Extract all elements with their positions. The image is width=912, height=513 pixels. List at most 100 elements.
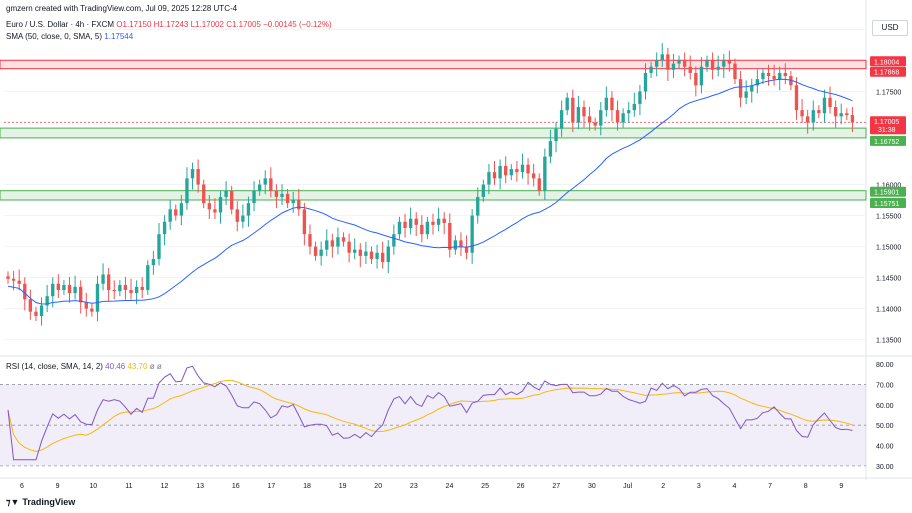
candle-body bbox=[34, 311, 38, 317]
candle-body bbox=[481, 184, 486, 197]
candle-body bbox=[632, 103, 636, 111]
sma-legend[interactable]: SMA (50, close, 0, SMA, 5) 1.17544 bbox=[6, 32, 133, 41]
candle-body bbox=[168, 209, 172, 222]
candle-body bbox=[817, 110, 821, 114]
time-tick-label: 24 bbox=[446, 483, 454, 490]
candle-body bbox=[257, 184, 262, 191]
price-tick-label: 1.17500 bbox=[876, 90, 901, 97]
candle-body bbox=[134, 286, 139, 294]
candle-body bbox=[805, 116, 810, 123]
candle-body bbox=[246, 203, 251, 216]
currency-button[interactable]: USD bbox=[872, 20, 908, 36]
zone-label-bg bbox=[870, 186, 906, 197]
zone-label-bg bbox=[870, 66, 906, 77]
candle-body bbox=[151, 258, 156, 266]
rsi-tick-label: 40.00 bbox=[876, 444, 894, 451]
time-tick-label: 6 bbox=[20, 483, 24, 490]
candle-body bbox=[688, 66, 692, 73]
candle-body bbox=[582, 107, 586, 117]
candle-body bbox=[548, 141, 553, 157]
rsi-tick-label: 70.00 bbox=[876, 382, 894, 389]
zone-support bbox=[0, 127, 867, 139]
price-tick-label: 1.14500 bbox=[876, 276, 901, 283]
candle-body bbox=[610, 97, 614, 111]
current-price-label: 1.17005 bbox=[874, 119, 899, 126]
candle-body bbox=[526, 164, 530, 174]
candle-body bbox=[269, 178, 273, 191]
candle-body bbox=[761, 72, 765, 80]
candle-body bbox=[666, 54, 670, 70]
candle-body bbox=[621, 113, 625, 123]
rsi-ma-line bbox=[7, 379, 853, 453]
candle-body bbox=[593, 122, 597, 126]
candle-body bbox=[699, 66, 704, 86]
candle-body bbox=[112, 289, 116, 292]
candle-body bbox=[330, 240, 335, 247]
candle-body bbox=[353, 249, 357, 253]
price-change: −0.00145 (−0.12%) bbox=[263, 20, 332, 29]
time-tick-label: 23 bbox=[410, 483, 418, 490]
price-axis[interactable]: 1.185001.175001.160001.155001.150001.145… bbox=[870, 28, 906, 471]
candle-body bbox=[140, 286, 144, 290]
candle-body bbox=[336, 237, 340, 247]
candle-body bbox=[6, 276, 10, 279]
candle-body bbox=[727, 60, 732, 64]
candle-body bbox=[615, 110, 620, 123]
price-tick-label: 1.15500 bbox=[876, 214, 901, 221]
sma-label: SMA (50, close, 0, SMA, 5) bbox=[6, 32, 103, 41]
candle-body bbox=[84, 302, 88, 309]
candle-body bbox=[459, 240, 463, 247]
candle-body bbox=[778, 72, 782, 80]
candle-body bbox=[179, 203, 184, 216]
candle-body bbox=[313, 246, 318, 256]
candle-body bbox=[263, 178, 267, 185]
candle-body bbox=[576, 107, 581, 123]
zone-label-bg bbox=[870, 197, 906, 208]
candle-body bbox=[274, 190, 279, 197]
candle-body bbox=[364, 251, 368, 256]
candle-body bbox=[241, 215, 245, 222]
candle-body bbox=[682, 60, 687, 67]
candles bbox=[6, 43, 855, 326]
time-tick-label: 26 bbox=[517, 483, 525, 490]
candle-body bbox=[308, 234, 312, 247]
credit-text: gmzern created with TradingView.com, Jul… bbox=[6, 4, 238, 13]
symbol-line: Euro / U.S. Dollar · 4h · FXCM O1.17150 … bbox=[6, 20, 332, 29]
candle-body bbox=[11, 278, 16, 281]
time-tick-label: 19 bbox=[339, 483, 347, 490]
candle-body bbox=[375, 252, 379, 259]
price-tick-label: 1.13500 bbox=[876, 338, 901, 345]
candle-body bbox=[17, 280, 21, 284]
time-axis[interactable]: 6 9 10 11 12 13 16 17 18 19 20 23 24 25 26 27 30 Jul 2 3 4 7 8… bbox=[20, 483, 843, 490]
sma-line-group bbox=[7, 78, 853, 305]
candle-body bbox=[520, 164, 525, 173]
zone-label-bg bbox=[870, 56, 906, 67]
time-tick-label: 18 bbox=[303, 483, 311, 490]
tradingview-logo[interactable]: ⁊▼ TradingView bbox=[6, 497, 75, 508]
rsi-tick-label: 30.00 bbox=[876, 464, 894, 471]
price-tick-label: 1.16000 bbox=[876, 183, 901, 190]
candle-body bbox=[571, 97, 575, 123]
candle-body bbox=[554, 128, 558, 142]
candle-body bbox=[380, 252, 385, 263]
candle-body bbox=[828, 97, 832, 108]
time-tick-label: 12 bbox=[161, 483, 169, 490]
candle-body bbox=[386, 246, 390, 263]
time-tick-label: Jul bbox=[623, 483, 632, 490]
candle-body bbox=[794, 85, 799, 111]
candle-body bbox=[839, 113, 843, 117]
candle-body bbox=[56, 283, 61, 290]
rsi-legend[interactable]: RSI (14, close, SMA, 14, 2) 40.46 43.70 … bbox=[6, 362, 162, 371]
candle-body bbox=[845, 113, 849, 116]
time-tick-label: 25 bbox=[481, 483, 489, 490]
candle-body bbox=[694, 72, 698, 86]
candle-body bbox=[660, 54, 664, 61]
zone-label: 1.15901 bbox=[874, 190, 899, 197]
candle-body bbox=[213, 209, 217, 213]
rsi-na-2: ø bbox=[156, 362, 162, 371]
candle-body bbox=[185, 178, 189, 204]
candle-body bbox=[677, 60, 681, 64]
candle-body bbox=[291, 200, 295, 204]
tradingview-logo-icon: ⁊▼ bbox=[6, 497, 20, 507]
